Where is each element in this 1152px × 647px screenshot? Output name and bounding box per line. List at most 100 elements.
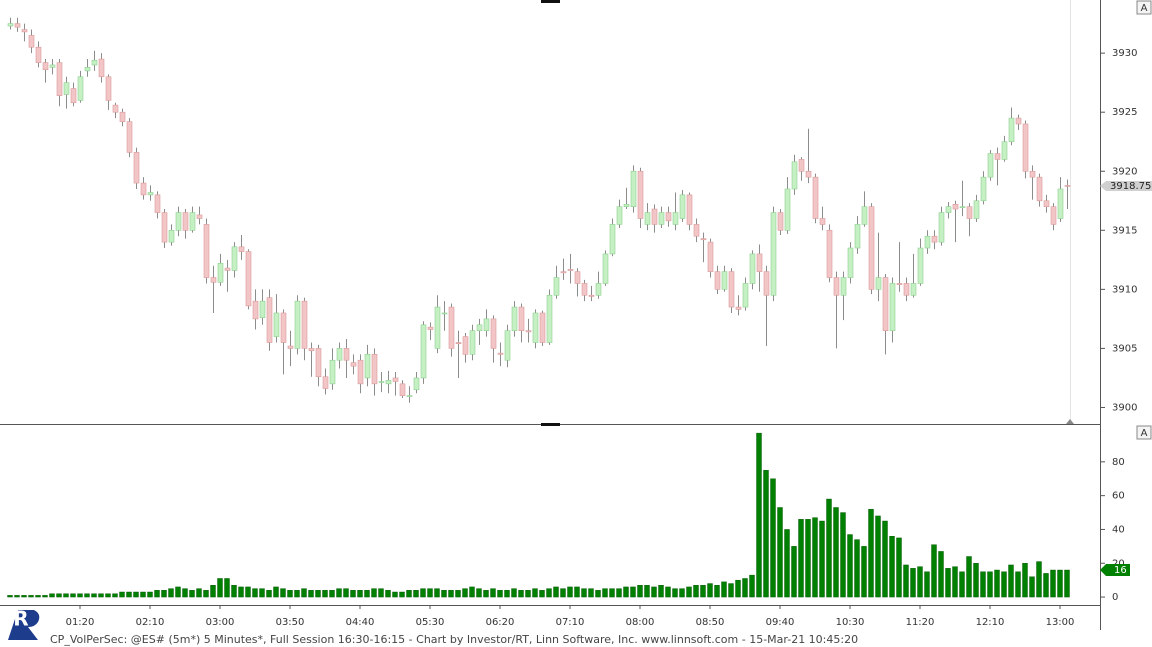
volume-bar [735,579,741,598]
volume-bar [287,590,293,598]
y-tick-label: 3930 [1112,48,1137,59]
x-tick-label: 11:20 [906,617,935,628]
volume-bar [308,590,314,598]
candle-body [749,253,756,284]
candle-body [1001,141,1008,160]
candle-body [840,277,847,296]
x-tick-label: 03:00 [206,617,235,628]
panel-handle[interactable] [541,0,560,3]
candle-body [378,381,385,383]
volume-bar [434,588,440,598]
candle-body [609,224,616,255]
candle-body [952,204,959,210]
volume-bar [791,546,797,598]
candle-body [154,194,161,213]
candle-body [693,224,700,237]
candle-body [399,383,406,396]
candle-body [427,326,434,330]
volume-bar [721,581,727,598]
volume-bar [203,590,209,598]
volume-bar [476,588,482,598]
candle-body [896,283,903,285]
volume-bar [665,586,671,598]
volume-bar [945,568,951,598]
volume-bar [273,586,279,598]
volume-bar [686,586,692,598]
candle-body [987,153,994,178]
candle-body [259,300,266,319]
candle-body [980,176,987,202]
volume-bar [595,590,601,598]
candle-body [133,152,140,184]
candle-body [945,206,952,213]
x-tick-label: 01:20 [66,617,95,628]
volume-bar [511,588,517,598]
volume-bar [462,588,468,598]
candle-body [672,212,679,225]
volume-bar [280,588,286,598]
x-tick-label: 12:10 [976,617,1005,628]
volume-bar [105,593,111,598]
candle-body [1050,206,1057,225]
candle-body [553,277,560,296]
y-tick-label: 3905 [1112,343,1137,354]
autoscale-button-label[interactable]: A [1141,3,1148,14]
x-tick-label: 07:10 [556,617,585,628]
candle-body [196,214,203,219]
candle-body [70,88,77,104]
volume-bar [742,578,748,598]
volume-bar [1057,569,1063,598]
candle-body [532,312,539,343]
candle-body [560,271,567,274]
candle-body [938,212,945,243]
candle-body [651,208,658,225]
volume-bar [994,569,1000,598]
candle-body [826,230,833,278]
candle-body [112,104,119,113]
volume-bar [497,590,503,598]
last-price-pointer [1100,181,1152,192]
volume-bar [770,478,776,598]
volume-bar [1043,573,1049,598]
candle-body [1036,176,1043,202]
volume-bar [672,588,678,598]
candle-body [833,277,840,296]
volume-bar [973,563,979,598]
volume-bar [315,590,321,598]
candle-body [49,64,56,68]
candle-body [1029,170,1036,178]
candle-body [658,212,665,225]
volume-bar [777,507,783,598]
volume-bar [168,588,174,598]
volume-bar [112,593,118,598]
panel-handle[interactable] [541,423,560,426]
candle-body [812,176,819,219]
volume-bar [259,588,265,598]
volume-bar [98,593,104,598]
autoscale-button[interactable] [1136,0,1152,15]
candle-body [357,359,364,385]
candle-body [504,330,511,361]
volume-bar [938,551,944,598]
scroll-marker [1066,419,1074,424]
volume-bar [56,593,62,598]
candle-body [343,348,350,361]
candle-body [539,312,546,343]
volume-bar [707,583,713,598]
volume-bar [588,588,594,598]
candle-body [105,76,112,101]
x-tick-label: 04:40 [346,617,375,628]
candle-body [931,235,938,243]
candle-body [217,263,224,283]
candle-body [21,29,28,33]
autoscale-button[interactable] [1136,425,1152,440]
volume-bar [959,571,965,598]
candle-body [98,58,105,78]
candle-body [189,212,196,231]
volume-bar [231,585,237,598]
autoscale-button-label[interactable]: A [1141,428,1148,439]
volume-bar [210,585,216,598]
volume-bar [651,586,657,598]
y-tick-label: 3920 [1112,166,1137,177]
volume-bar [301,588,307,598]
